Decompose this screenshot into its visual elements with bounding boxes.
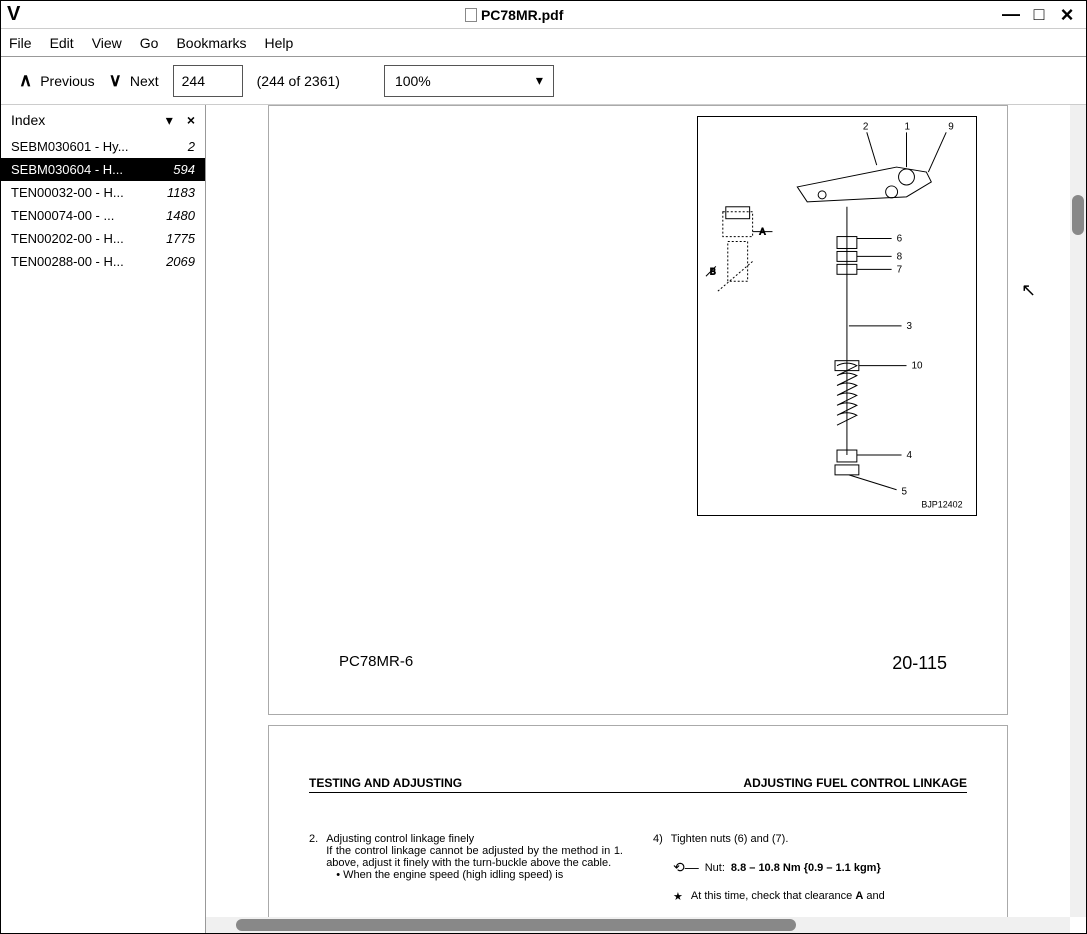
svg-text:4: 4 [907,450,913,461]
wrench-icon: ⟲— [673,859,699,876]
diagram-code: BJP12402 [921,500,962,510]
zoom-value: 100% [395,73,431,89]
hscroll-thumb[interactable] [236,919,796,931]
step-text: Tighten nuts (6) and (7). [671,833,789,845]
menu-go[interactable]: Go [140,35,159,51]
previous-button[interactable]: ∧ Previous [19,70,95,91]
footer-page-number: 20-115 [892,653,947,674]
chevron-up-icon: ∧ [19,70,32,91]
index-item[interactable]: SEBM030604 - H... 594 [1,158,205,181]
torque-value: 8.8 – 10.8 Nm {0.9 – 1.1 kgm} [731,862,881,874]
menu-bookmarks[interactable]: Bookmarks [176,35,246,51]
window-title: PC78MR.pdf [30,7,998,23]
index-item[interactable]: TEN00032-00 - H... 1183 [1,181,205,204]
sidebar-close-icon[interactable]: × [187,112,195,128]
item-title: Adjusting control linkage finely [326,833,623,845]
menubar: File Edit View Go Bookmarks Help [1,29,1086,57]
next-label: Next [130,73,159,89]
index-item-label: TEN00202-00 - H... [11,231,160,246]
chevron-down-icon: ∨ [109,70,122,91]
viewer: A B 2 1 9 6 8 7 3 [206,105,1086,933]
menu-help[interactable]: Help [265,35,294,51]
menu-file[interactable]: File [9,35,32,51]
svg-text:5: 5 [902,487,908,498]
svg-text:3: 3 [907,321,913,332]
app-logo: V [7,3,20,26]
index-item-page: 2069 [166,254,195,269]
svg-text:8: 8 [897,251,903,262]
index-item-page: 1480 [166,208,195,223]
svg-text:1: 1 [905,121,911,132]
footer-model: PC78MR-6 [339,653,413,674]
sidebar-title: Index [11,112,45,128]
zoom-dropdown[interactable]: 100% ▾ [384,65,554,97]
technical-diagram: A B 2 1 9 6 8 7 3 [697,116,977,516]
index-item-page: 594 [173,162,195,177]
index-item-label: TEN00032-00 - H... [11,185,161,200]
titlebar: V PC78MR.pdf — □ × [1,1,1086,29]
sidebar-dropdown-icon[interactable]: ▾ [166,112,173,129]
window-controls: — □ × [998,4,1080,26]
star-icon: ★ [673,890,683,903]
vertical-scrollbar[interactable] [1070,105,1086,917]
page-info: (244 of 2361) [257,73,340,89]
index-item[interactable]: TEN00074-00 - ... 1480 [1,204,205,227]
pdf-page-1: A B 2 1 9 6 8 7 3 [268,105,1008,715]
item-bullet: • When the engine speed (high idling spe… [336,869,623,881]
document-icon [465,8,477,22]
viewer-scroll-area[interactable]: A B 2 1 9 6 8 7 3 [206,105,1070,917]
left-column: 2. Adjusting control linkage finely If t… [309,833,623,903]
pdf-page-2: TESTING AND ADJUSTING ADJUSTING FUEL CON… [268,725,1008,917]
previous-label: Previous [40,73,94,89]
index-item[interactable]: TEN00288-00 - H... 2069 [1,250,205,273]
index-item[interactable]: SEBM030601 - Hy... 2 [1,135,205,158]
minimize-button[interactable]: — [998,4,1024,26]
toolbar: ∧ Previous ∨ Next (244 of 2361) 100% ▾ [1,57,1086,105]
vscroll-thumb[interactable] [1072,195,1084,235]
sidebar-header: Index ▾ × [1,105,205,135]
next-button[interactable]: ∨ Next [109,70,159,91]
header-right: ADJUSTING FUEL CONTROL LINKAGE [743,776,967,790]
index-item-label: SEBM030601 - Hy... [11,139,182,154]
index-item-label: TEN00288-00 - H... [11,254,160,269]
item-body: If the control linkage cannot be adjuste… [326,845,623,869]
torque-label: Nut: [705,862,725,874]
menu-edit[interactable]: Edit [50,35,74,51]
svg-text:2: 2 [863,121,869,132]
sidebar: Index ▾ × SEBM030601 - Hy... 2 SEBM030604 … [1,105,206,933]
right-column: 4) Tighten nuts (6) and (7). ⟲— Nut: 8.8… [653,833,967,903]
title-text: PC78MR.pdf [481,7,563,23]
star-text: At this time, check that clearance A and [691,890,885,903]
index-item-page: 1183 [167,185,195,200]
index-item-label: TEN00074-00 - ... [11,208,160,223]
page2-header: TESTING AND ADJUSTING ADJUSTING FUEL CON… [309,776,967,793]
page-input[interactable] [173,65,243,97]
index-list: SEBM030601 - Hy... 2 SEBM030604 - H... 594 T… [1,135,205,933]
menu-view[interactable]: View [92,35,122,51]
header-left: TESTING AND ADJUSTING [309,776,462,790]
svg-text:7: 7 [897,264,903,275]
item-number: 2. [309,833,318,881]
svg-text:6: 6 [897,234,903,245]
maximize-button[interactable]: □ [1026,4,1052,26]
step-number: 4) [653,833,663,845]
page-footer: PC78MR-6 20-115 [339,653,947,674]
index-item[interactable]: TEN00202-00 - H... 1775 [1,227,205,250]
close-button[interactable]: × [1054,4,1080,26]
index-item-page: 1775 [166,231,195,246]
dropdown-arrow-icon: ▾ [536,72,543,89]
svg-text:10: 10 [911,361,923,372]
svg-text:9: 9 [948,121,954,132]
horizontal-scrollbar[interactable] [206,917,1070,933]
index-item-label: SEBM030604 - H... [11,162,167,177]
index-item-page: 2 [188,139,195,154]
